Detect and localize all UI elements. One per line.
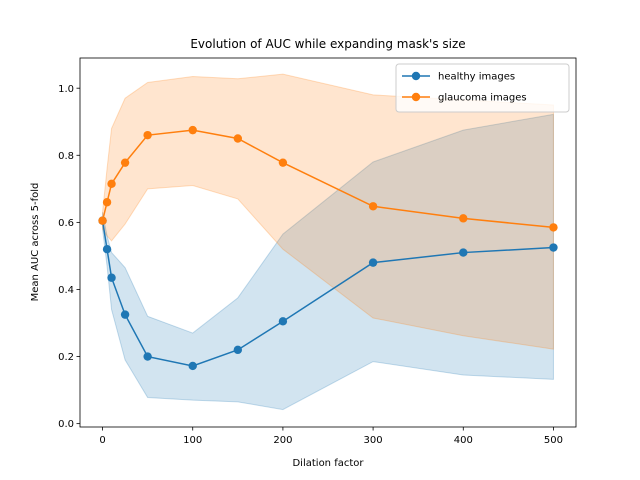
y-axis-label: Mean AUC across 5-fold xyxy=(30,183,41,302)
point-glaucoma-images-0 xyxy=(98,216,107,225)
point-glaucoma-images-300 xyxy=(368,202,378,211)
point-healthy-images-100 xyxy=(188,361,197,371)
legend-marker-healthy-images xyxy=(411,71,421,81)
point-glaucoma-images-100 xyxy=(188,125,197,135)
series-lines xyxy=(98,125,558,371)
x-tick-label-300: 300 xyxy=(364,435,383,446)
point-healthy-images-400 xyxy=(459,248,468,257)
plot-frame xyxy=(79,57,577,428)
legend-label-healthy-images: healthy images xyxy=(438,72,515,83)
y-tick-label-0.8: 0.8 xyxy=(58,151,74,162)
x-tick-label-100: 100 xyxy=(183,435,202,446)
y-axis: 0.0 0.2 0.4 0.6 0.8 1.0 xyxy=(58,84,80,430)
x-axis: 0 100 200 300 400 500 xyxy=(99,427,563,446)
point-healthy-images-150 xyxy=(233,345,243,355)
point-healthy-images-300 xyxy=(368,258,378,267)
point-healthy-images-25 xyxy=(120,310,130,319)
point-healthy-images-200 xyxy=(278,317,288,326)
chart-title: Evolution of AUC while expanding mask's … xyxy=(190,37,465,51)
y-tick-label-0.4: 0.4 xyxy=(58,285,74,296)
x-axis-label: Dilation factor xyxy=(292,458,364,469)
point-glaucoma-images-150 xyxy=(233,134,243,143)
legend: healthy images glaucoma images xyxy=(395,63,570,113)
y-tick-label-1: 1.0 xyxy=(58,84,74,95)
y-tick-label-0: 0.0 xyxy=(58,419,74,430)
point-healthy-images-5 xyxy=(102,245,112,254)
point-glaucoma-images-50 xyxy=(143,130,152,140)
point-healthy-images-500 xyxy=(549,243,558,252)
band-glaucoma-images xyxy=(102,73,554,350)
x-tick-label-500: 500 xyxy=(544,435,563,446)
point-glaucoma-images-400 xyxy=(459,214,468,223)
point-healthy-images-10 xyxy=(107,273,116,282)
confidence-bands xyxy=(102,73,554,411)
legend-label-glaucoma-images: glaucoma images xyxy=(438,93,527,104)
point-healthy-images-50 xyxy=(143,352,152,361)
point-glaucoma-images-5 xyxy=(102,198,112,207)
legend-box xyxy=(395,63,570,113)
point-glaucoma-images-200 xyxy=(278,158,288,167)
legend-marker-glaucoma-images xyxy=(411,92,421,102)
x-tick-label-200: 200 xyxy=(273,435,292,446)
band-healthy-images xyxy=(102,113,554,411)
x-tick-label-400: 400 xyxy=(454,435,473,446)
point-glaucoma-images-10 xyxy=(107,179,116,188)
point-glaucoma-images-500 xyxy=(549,223,558,232)
y-tick-label-0.2: 0.2 xyxy=(58,352,74,363)
y-tick-label-0.6: 0.6 xyxy=(58,218,74,229)
x-tick-label-0: 0 xyxy=(99,435,105,446)
point-glaucoma-images-25 xyxy=(120,158,130,167)
